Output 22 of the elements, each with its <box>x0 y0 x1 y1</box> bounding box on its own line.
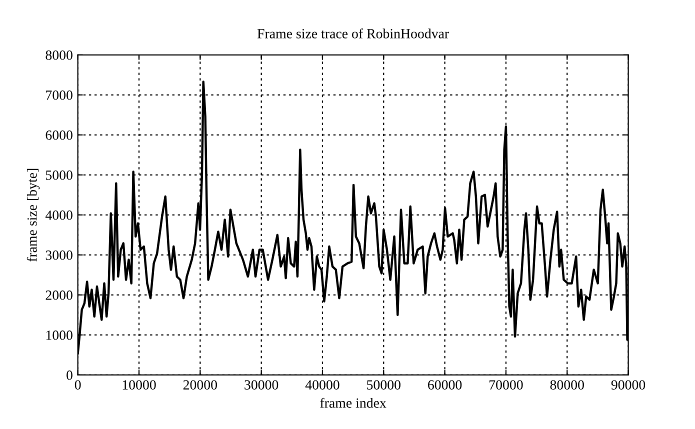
y-tick-label: 2000 <box>46 290 72 300</box>
chart-title: Frame size trace of RobinHoodvar <box>257 28 449 38</box>
y-tick-label: 0 <box>66 370 72 380</box>
y-tick-label: 1000 <box>46 330 72 340</box>
x-tick-label: 0 <box>74 380 81 390</box>
x-tick-label: 60000 <box>428 380 462 390</box>
y-tick-label: 3000 <box>46 250 72 260</box>
y-tick-label: 4000 <box>45 210 72 220</box>
y-axis-title: frame size [byte] <box>26 168 40 262</box>
x-axis-title: frame index <box>320 398 386 408</box>
x-tick-label: 70000 <box>490 380 523 390</box>
x-tick-label: 30000 <box>244 380 278 390</box>
y-tick-label: 5000 <box>46 170 72 180</box>
x-tick-label: 20000 <box>183 380 217 390</box>
y-tick-label: 8000 <box>46 50 72 60</box>
y-tick-label: 6000 <box>46 130 72 140</box>
x-tick-label: 50000 <box>367 380 400 390</box>
y-tick-label: 7000 <box>46 90 72 100</box>
x-tick-label: 80000 <box>550 380 584 390</box>
x-tick-label: 90000 <box>611 380 646 390</box>
x-tick-label: 10000 <box>122 380 156 390</box>
x-tick-label: 40000 <box>305 380 340 390</box>
